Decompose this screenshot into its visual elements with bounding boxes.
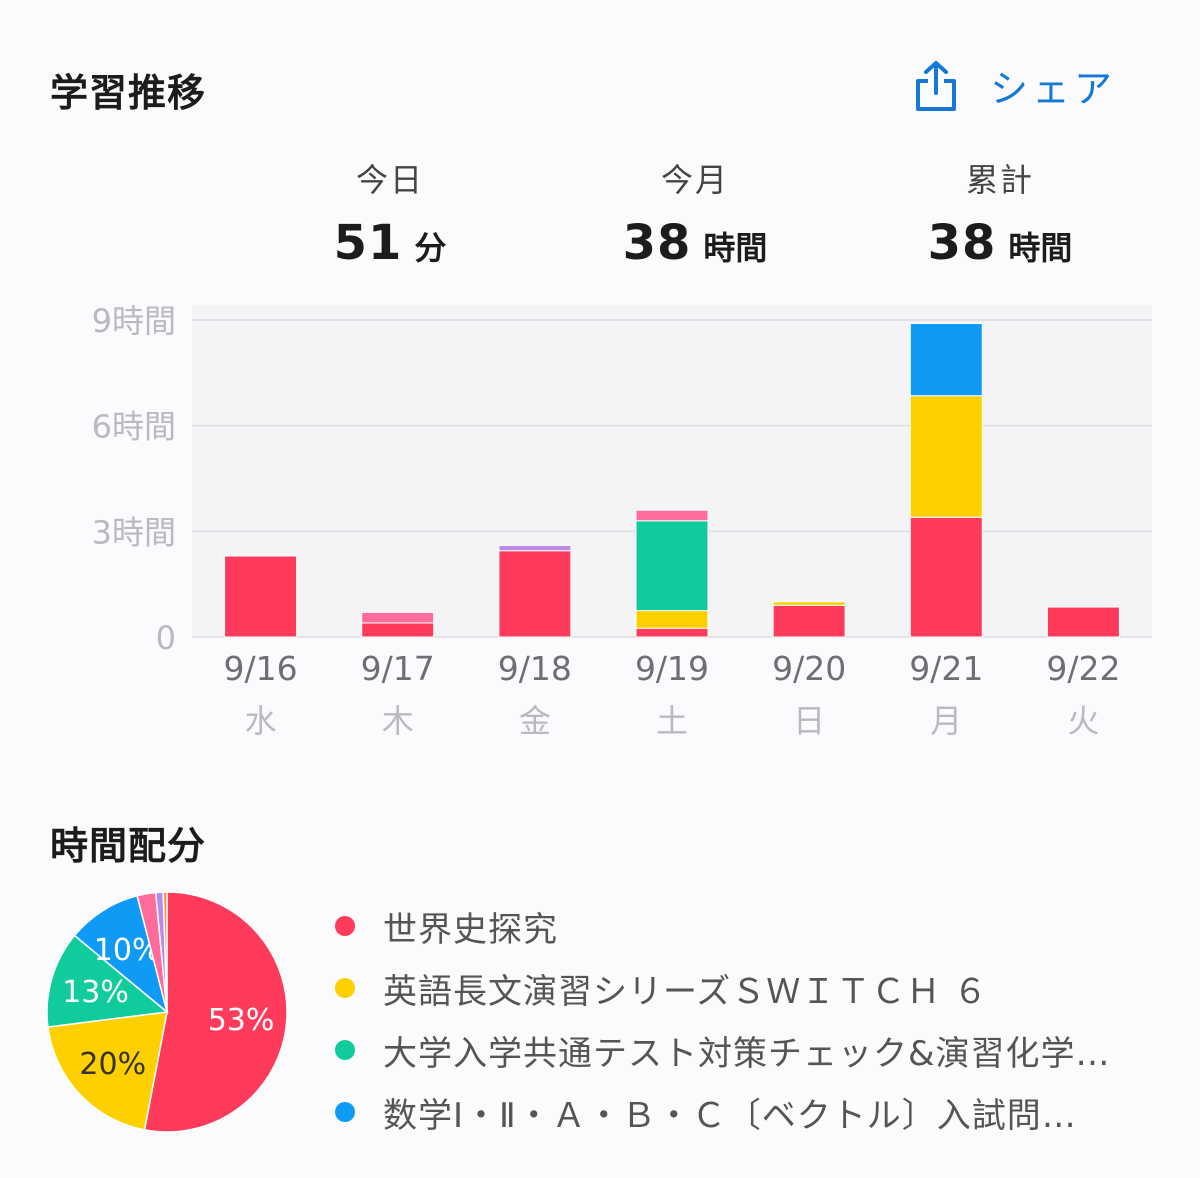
x-tick-label: 9/16 [224, 649, 298, 688]
x-tick-label: 9/17 [361, 649, 435, 688]
weekday-label: 月 [930, 702, 962, 740]
weekday-label: 金 [519, 702, 551, 740]
legend-label: 英語長文演習シリーズＳＷＩＴＣＨ ６ [383, 971, 989, 1012]
stat-value: 38 [622, 215, 692, 271]
weekday-label: 日 [793, 702, 825, 740]
y-tick-label: 3時間 [92, 513, 176, 551]
pie-slice[interactable] [46, 934, 169, 1028]
pie-legend: 世界史探究英語長文演習シリーズＳＷＩＴＣＨ ６ 大学入学共通テスト対策チェック&演… [335, 895, 1185, 1143]
pie-slice[interactable] [162, 891, 168, 1013]
legend-dot-icon [335, 1102, 355, 1122]
bar-segment[interactable] [224, 555, 298, 638]
pie-slice[interactable] [143, 891, 288, 1133]
bar-segment[interactable] [635, 509, 709, 522]
weekday-label: 土 [656, 702, 688, 740]
bar-segment[interactable] [498, 550, 572, 638]
bar-segment[interactable] [772, 604, 846, 638]
pie-slice[interactable] [47, 1011, 168, 1131]
legend-label: 数学Ⅰ・Ⅱ・Ａ・Ｂ・Ｃ〔ベクトル〕入試問… [383, 1095, 1077, 1136]
x-tick-label: 9/21 [909, 649, 983, 688]
stat-unit: 時間 [1008, 229, 1073, 267]
stat-label: 今月 [660, 161, 729, 199]
bar-segment[interactable] [498, 544, 572, 552]
stat-unit: 分 [414, 229, 447, 267]
page-title: 学習推移 [50, 71, 207, 115]
share-label: シェア [990, 67, 1117, 111]
y-tick-label: 9時間 [92, 302, 176, 340]
legend-label: 大学入学共通テスト対策チェック&演習化学… [383, 1033, 1111, 1074]
pie-slice-label: 13% [62, 975, 129, 1010]
legend-item[interactable]: 数学Ⅰ・Ⅱ・Ａ・Ｂ・Ｃ〔ベクトル〕入試問… [335, 1081, 1185, 1143]
bar-segment[interactable] [635, 520, 709, 612]
x-tick-label: 9/20 [772, 649, 846, 688]
legend-item[interactable]: 英語長文演習シリーズＳＷＩＴＣＨ ６ [335, 957, 1185, 1019]
bar-segment[interactable] [909, 516, 983, 638]
stats-summary: 今日 51 分 今月 38 時間 累計 38 時間 [0, 155, 1200, 275]
x-tick-label: 9/18 [498, 649, 572, 688]
y-tick-label: 6時間 [92, 408, 176, 446]
legend-item[interactable]: 大学入学共通テスト対策チェック&演習化学… [335, 1019, 1185, 1081]
legend-item[interactable]: 世界史探究 [335, 895, 1185, 957]
legend-dot-icon [335, 916, 355, 936]
allocation-title: 時間配分 [50, 824, 207, 868]
pie-slice-label: 53% [208, 1003, 275, 1038]
stat-value: 51 [333, 215, 403, 271]
stat-this-month: 今月 38 時間 [545, 155, 845, 271]
weekday-label: 火 [1067, 702, 1099, 740]
study-trend-chart: 0 3時間 6時間 9時間 9/16 水 9/17 木 9/18 金 9/19 土 9/20 日 9/21 月… [92, 302, 1152, 740]
stat-total: 累計 38 時間 [850, 155, 1150, 271]
x-tick-label: 9/22 [1046, 649, 1120, 688]
bar-segment[interactable] [361, 611, 435, 624]
bar-segment[interactable] [909, 395, 983, 518]
bar-segment[interactable] [1046, 606, 1120, 638]
y-tick-label: 0 [156, 619, 176, 657]
time-allocation-pie: 53%20%13%10% [46, 891, 288, 1133]
stat-unit: 時間 [703, 229, 768, 267]
stat-today: 今日 51 分 [240, 155, 540, 271]
pie-slice-label: 20% [79, 1047, 146, 1082]
legend-dot-icon [335, 1040, 355, 1060]
stat-label: 累計 [965, 161, 1034, 199]
bar-segment[interactable] [635, 627, 709, 638]
bar-segment[interactable] [361, 622, 435, 638]
bar-segment[interactable] [772, 601, 846, 606]
stat-label: 今日 [355, 161, 424, 199]
stat-value: 38 [927, 215, 997, 271]
legend-label: 世界史探究 [383, 909, 558, 950]
legend-dot-icon [335, 978, 355, 998]
share-icon [916, 60, 956, 111]
bar-segment[interactable] [635, 610, 709, 629]
weekday-label: 木 [382, 702, 414, 740]
share-button[interactable]: シェア [912, 58, 1116, 113]
x-tick-label: 9/19 [635, 649, 709, 688]
bar-segment[interactable] [909, 323, 983, 397]
weekday-label: 水 [245, 702, 277, 740]
